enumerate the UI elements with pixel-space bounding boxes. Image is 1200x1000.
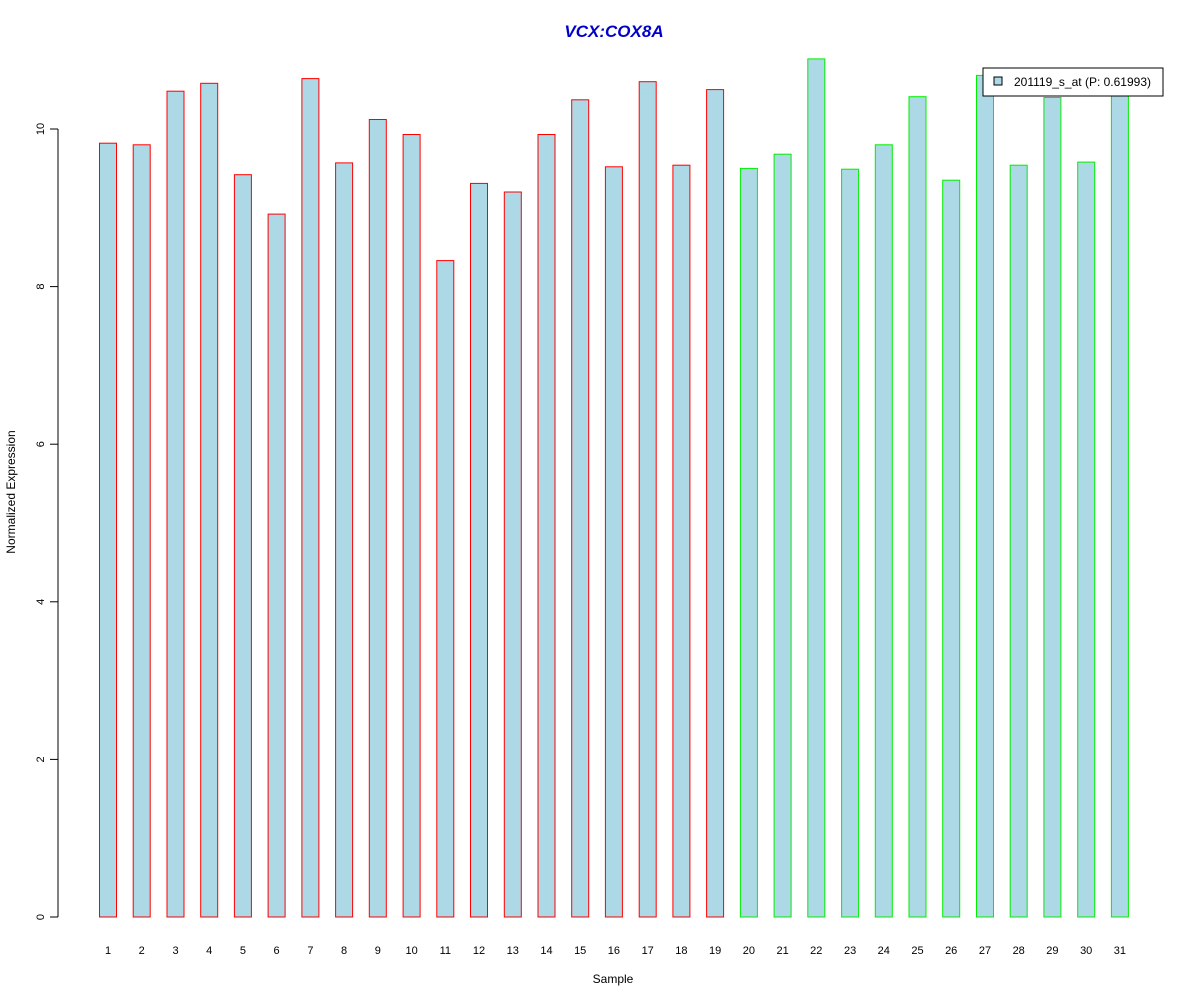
- bar-sample-13: [503, 191, 522, 918]
- x-tick-label: 28: [1013, 945, 1025, 957]
- x-tick-label: 13: [507, 945, 519, 957]
- x-tick-label: 12: [473, 945, 485, 957]
- bar-sample-25: [908, 96, 927, 918]
- bar-sample-8: [335, 162, 354, 918]
- x-axis-label: Sample: [593, 972, 634, 986]
- bar-sample-30: [1077, 161, 1096, 918]
- x-tick-label: 15: [574, 945, 586, 957]
- bar-sample-14: [537, 134, 556, 918]
- bar-sample-1: [99, 142, 117, 918]
- x-tick-label: 18: [675, 945, 687, 957]
- y-tick-label: 0: [35, 914, 47, 920]
- bar-sample-10: [402, 134, 421, 918]
- bar-sample-26: [942, 179, 961, 918]
- chart-title: VCX:COX8A: [564, 22, 663, 41]
- x-tick-label: 10: [405, 945, 417, 957]
- legend-box: [982, 67, 1164, 97]
- x-tick-label: 14: [540, 945, 552, 957]
- x-tick-label: 30: [1080, 945, 1092, 957]
- x-tick-label: 31: [1114, 945, 1126, 957]
- x-tick-label: 3: [172, 945, 178, 957]
- x-axis-tick-labels: 1 2 3 4 5 6 7 8 9 10 11 12 13 14 15 16 17 18 19 20 21 22 23 24 2…: [105, 945, 1126, 957]
- bar-sample-12: [470, 182, 488, 918]
- bar-sample-7: [301, 78, 320, 918]
- y-tick-label: 6: [35, 441, 47, 447]
- x-tick-label: 8: [341, 945, 347, 957]
- x-tick-label: 22: [810, 945, 822, 957]
- bar-sample-4: [200, 82, 219, 918]
- y-tick-label: 4: [35, 599, 47, 605]
- bar-sample-11: [436, 260, 455, 918]
- y-axis-label: Normalized Expression: [4, 430, 18, 553]
- bar-sample-5: [233, 174, 252, 918]
- bar-sample-16: [604, 166, 623, 918]
- x-tick-label: 1: [105, 945, 111, 957]
- bar-sample-2: [132, 144, 151, 918]
- x-tick-label: 20: [743, 945, 755, 957]
- bar-sample-31: [1110, 91, 1129, 918]
- y-tick-label: 8: [35, 284, 47, 290]
- legend-entry: 201119_s_at (P: 0.61993): [1014, 75, 1151, 89]
- bar-sample-22: [807, 58, 826, 918]
- x-tick-label: 25: [911, 945, 923, 957]
- x-tick-label: 16: [608, 945, 620, 957]
- x-tick-label: 9: [375, 945, 381, 957]
- y-axis: 0 2 4 6 8 10: [35, 123, 59, 920]
- bar-sample-29: [1043, 97, 1062, 918]
- bar-sample-6: [267, 213, 286, 918]
- x-tick-label: 2: [139, 945, 145, 957]
- x-tick-label: 17: [642, 945, 654, 957]
- x-tick-label: 26: [945, 945, 957, 957]
- y-tick-label: 10: [35, 123, 47, 135]
- x-tick-label: 23: [844, 945, 856, 957]
- bar-sample-24: [874, 144, 893, 918]
- bar-sample-20: [739, 167, 758, 918]
- x-tick-label: 4: [206, 945, 212, 957]
- x-tick-label: 5: [240, 945, 246, 957]
- bar-sample-9: [368, 119, 387, 918]
- legend-swatch: [993, 76, 1003, 86]
- x-tick-label: 11: [440, 945, 451, 957]
- x-tick-label: 29: [1046, 945, 1058, 957]
- bar-sample-18: [672, 164, 691, 918]
- x-tick-label: 6: [274, 945, 280, 957]
- x-tick-label: 21: [776, 945, 788, 957]
- bar-sample-21: [773, 153, 792, 918]
- bar-sample-19: [706, 89, 725, 918]
- bar-group: [99, 58, 1129, 918]
- x-tick-label: 7: [307, 945, 313, 957]
- bar-sample-3: [166, 90, 185, 918]
- x-tick-label: 19: [709, 945, 721, 957]
- y-tick-label: 2: [35, 756, 47, 762]
- legend: 201119_s_at (P: 0.61993): [982, 67, 1164, 97]
- bar-sample-27: [976, 74, 994, 918]
- bar-sample-23: [841, 168, 860, 918]
- bar-sample-17: [638, 81, 657, 918]
- bar-sample-15: [571, 99, 590, 918]
- x-tick-label: 27: [979, 945, 991, 957]
- bar-sample-28: [1009, 164, 1028, 918]
- x-tick-label: 24: [878, 945, 890, 957]
